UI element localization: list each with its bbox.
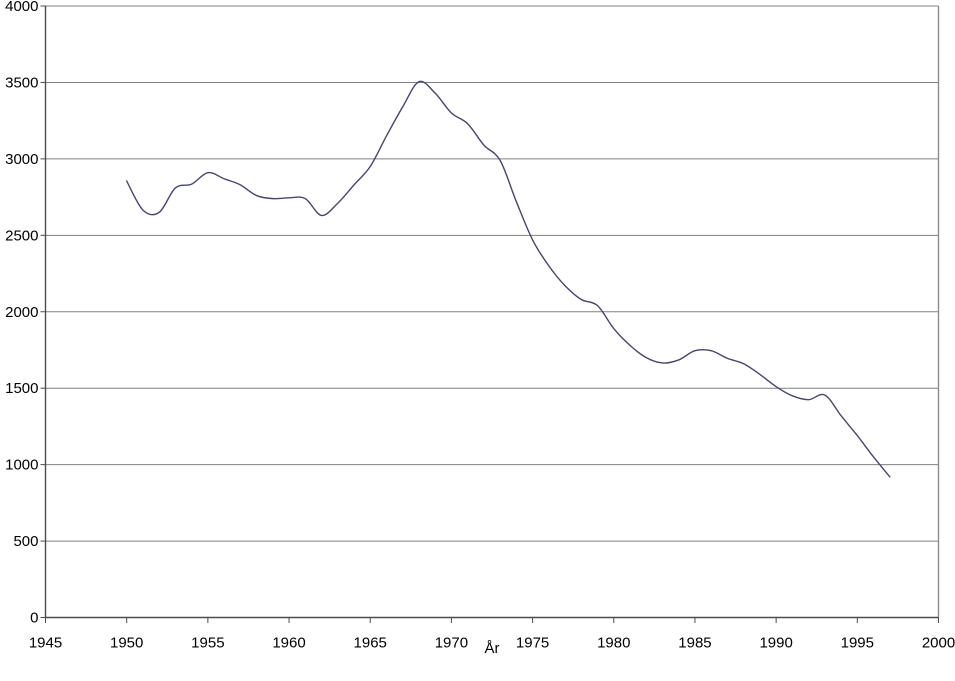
x-tick-label: 1950 bbox=[110, 635, 143, 652]
x-tick-label: 1990 bbox=[759, 635, 792, 652]
x-tick-label: 1960 bbox=[272, 635, 305, 652]
y-tick-label: 2000 bbox=[5, 304, 38, 321]
x-tick-label: 1975 bbox=[516, 635, 549, 652]
y-tick-label: 2500 bbox=[5, 227, 38, 244]
x-axis-title: År bbox=[485, 640, 500, 657]
x-tick-label: 1965 bbox=[354, 635, 387, 652]
x-axis-labels: 1945 1950 1955 1960 1965 1970 1975 1980 1985 1990… bbox=[29, 635, 955, 652]
y-tick-label: 1500 bbox=[5, 380, 38, 397]
x-tick-label: 1995 bbox=[841, 635, 874, 652]
y-tick-label: 0 bbox=[30, 610, 38, 627]
x-tick-label: 1985 bbox=[678, 635, 711, 652]
y-tick-label: 1000 bbox=[5, 457, 38, 474]
y-tick-label: 3500 bbox=[5, 74, 38, 91]
x-tick-label: 2000 bbox=[922, 635, 955, 652]
data-series-line bbox=[125, 80, 891, 478]
y-axis-labels: 0 500 1000 1500 2000 2500 3000 3500 4000 bbox=[5, 0, 38, 627]
x-tick-label: 1970 bbox=[435, 635, 468, 652]
tick-marks bbox=[40, 5, 939, 623]
x-tick-label: 1955 bbox=[191, 635, 224, 652]
axes bbox=[44, 6, 940, 619]
x-tick-label: 1945 bbox=[29, 635, 62, 652]
y-tick-label: 4000 bbox=[5, 0, 38, 15]
gridlines bbox=[45, 5, 939, 542]
x-tick-label: 1980 bbox=[597, 635, 630, 652]
y-tick-label: 3000 bbox=[5, 151, 38, 168]
y-tick-label: 500 bbox=[13, 533, 38, 550]
